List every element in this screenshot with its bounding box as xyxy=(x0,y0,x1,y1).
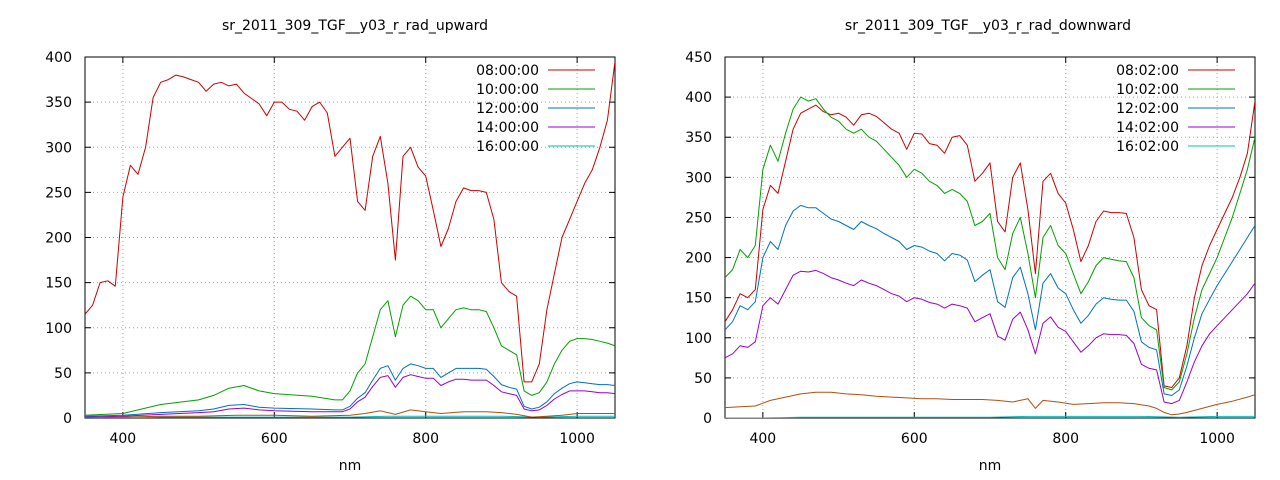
y-tick-label: 100 xyxy=(685,331,712,347)
legend-label: 10:02:00 xyxy=(1116,82,1179,98)
y-tick-label: 300 xyxy=(45,140,72,156)
y-tick-label: 150 xyxy=(685,291,712,307)
chart-title: sr_2011_309_TGF__y03_r_rad_downward xyxy=(845,18,1131,34)
x-tick-label: 800 xyxy=(412,431,439,447)
legend-label: 14:02:00 xyxy=(1116,120,1179,136)
series-line-1 xyxy=(725,101,1255,388)
series-line-5 xyxy=(725,415,1255,418)
x-tick-label: 600 xyxy=(901,431,928,447)
y-tick-label: 400 xyxy=(45,50,72,66)
legend-label: 10:00:00 xyxy=(476,82,539,98)
x-axis-label: nm xyxy=(979,458,1002,474)
y-tick-label: 100 xyxy=(45,321,72,337)
legend-label: 16:00:00 xyxy=(476,139,539,155)
series-line-4 xyxy=(725,269,1255,405)
y-tick-label: 50 xyxy=(54,366,72,382)
y-tick-label: 450 xyxy=(685,50,712,66)
series-line-6 xyxy=(85,409,615,418)
x-tick-label: 600 xyxy=(261,431,288,447)
series-line-3 xyxy=(85,363,615,417)
plot-frame xyxy=(724,56,1256,419)
legend-label: 08:02:00 xyxy=(1116,63,1179,79)
legend-label: 12:02:00 xyxy=(1116,101,1179,117)
y-tick-label: 150 xyxy=(45,276,72,292)
legend-label: 16:02:00 xyxy=(1116,139,1179,155)
series-line-2 xyxy=(725,96,1255,391)
y-tick-label: 250 xyxy=(45,185,72,201)
chart-title: sr_2011_309_TGF__y03_r_rad_upward xyxy=(222,18,488,34)
x-tick-label: 800 xyxy=(1052,431,1079,447)
chart-2: sr_2011_309_TGF__y03_r_rad_downward 400 60… xyxy=(685,18,1256,474)
y-tick-label: 200 xyxy=(45,231,72,247)
y-tick-label: 350 xyxy=(45,95,72,111)
x-tick-label: 1000 xyxy=(559,431,595,447)
x-tick-label: 1000 xyxy=(1199,431,1235,447)
series-line-4 xyxy=(85,374,615,418)
y-tick-label: 400 xyxy=(685,90,712,106)
y-tick-label: 300 xyxy=(685,170,712,186)
y-tick-label: 350 xyxy=(685,130,712,146)
series-line-3 xyxy=(725,204,1255,396)
series-line-1 xyxy=(85,61,615,383)
x-tick-label: 400 xyxy=(749,431,776,447)
legend-label: 14:00:00 xyxy=(476,120,539,136)
y-tick-label: 50 xyxy=(694,371,712,387)
y-tick-label: 0 xyxy=(63,411,72,427)
y-tick-label: 250 xyxy=(685,210,712,226)
x-tick-label: 400 xyxy=(109,431,136,447)
legend-label: 08:00:00 xyxy=(476,63,539,79)
y-tick-label: 200 xyxy=(685,251,712,267)
series-line-6 xyxy=(725,391,1255,416)
series-line-2 xyxy=(85,295,615,416)
y-tick-label: 0 xyxy=(703,411,712,427)
series-line-5 xyxy=(85,415,615,418)
legend-label: 12:00:00 xyxy=(476,101,539,117)
x-axis-label: nm xyxy=(339,458,362,474)
plot-frame xyxy=(84,56,616,419)
chart-1: sr_2011_309_TGF__y03_r_rad_upward 400 600 8… xyxy=(45,18,616,474)
